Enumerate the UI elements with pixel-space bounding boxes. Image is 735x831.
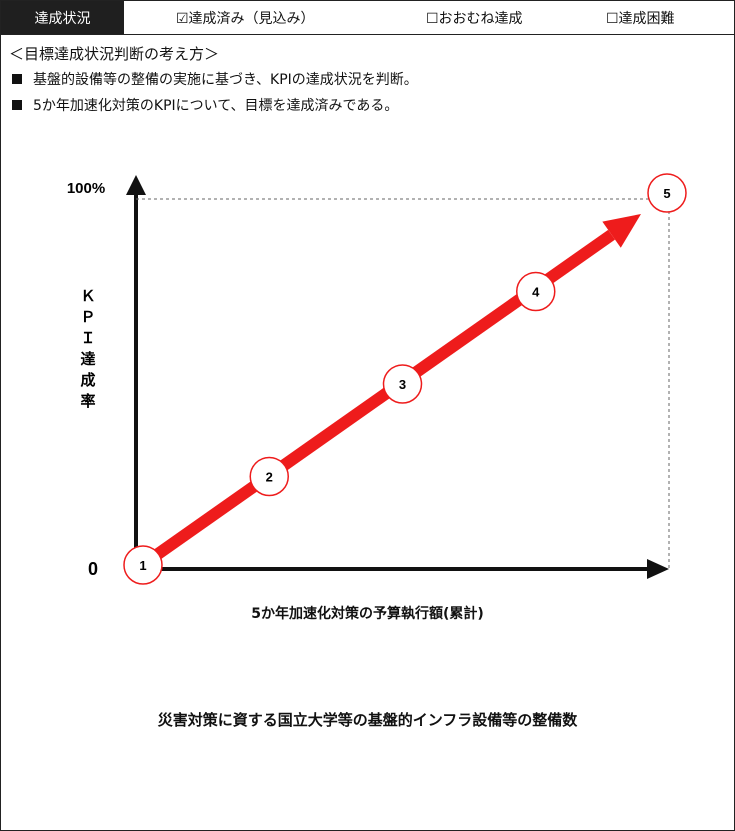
kpi-progress-arrowhead-icon [602,214,641,248]
data-point-label: 4 [532,285,540,300]
y-axis-label-char: Ｉ [80,329,95,347]
y-axis-label-char: Ｋ [80,287,95,305]
y-tick-label: 100% [67,180,105,197]
square-bullet-icon [12,74,22,84]
y-axis-label-char: 率 [80,392,95,410]
data-point-circle [123,545,163,585]
status-label: 達成状況 [1,1,124,34]
judgement-heading: ＜目標達成状況判断の考え方＞ [9,45,220,63]
chart-labels: 1 2 3 4 5 [139,186,670,573]
target-guides [136,198,670,569]
bullet-item-2: 5か年加速化対策のKPIについて、目標を達成済みである。 [9,95,398,115]
data-point-circle [382,364,423,404]
data-point-label: 1 [139,558,146,573]
y-axis-arrow-icon [126,175,146,195]
bullet-text-2: 5か年加速化対策のKPIについて、目標を達成済みである。 [33,98,399,114]
x-axis-label: 5か年加速化対策の予算執行額(累計) [251,606,484,622]
bullet-text-1: 基盤的設備等の整備の実施に基づき、KPIの達成状況を判断。 [33,72,418,88]
y-axis-label-char: 成 [80,371,95,389]
status-option-mostly-achieved: ☐おおむね達成 [426,10,523,27]
data-point-circle [647,173,687,213]
chart-title: 災害対策に資する国立大学等の基盤的インフラ設備等の整備数 [157,711,578,729]
y-axis-label-char: 達 [80,350,95,368]
status-option-difficult: ☐達成困難 [606,10,675,27]
y-tick-label: 0 [88,559,98,579]
status-bar: 達成状況 ☑達成済み（見込み） ☐おおむね達成 ☐達成困難 [1,1,734,35]
x-axis-arrow-icon [647,559,669,579]
y-axis-label: ＫＰＩ達成率 [80,287,95,410]
kpi-chart: 0 100% ＫＰＩ達成率 1 2 3 4 5 [67,173,687,585]
data-point-label: 3 [399,377,406,392]
square-bullet-icon [12,100,22,110]
chart-points [123,173,687,585]
data-point-circle [516,271,556,312]
data-point-circle [249,456,289,497]
chart-axes: 0 100% ＫＰＩ達成率 [67,175,669,579]
status-option-achieved: ☑達成済み（見込み） [176,10,315,27]
y-axis-label-char: Ｐ [80,308,95,326]
bullet-item-1: 基盤的設備等の整備の実施に基づき、KPIの達成状況を判断。 [9,69,418,89]
data-point-label: 2 [266,470,273,485]
data-point-label: 5 [663,186,670,201]
